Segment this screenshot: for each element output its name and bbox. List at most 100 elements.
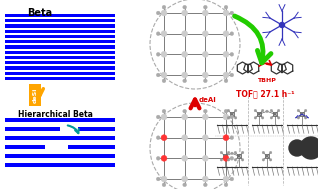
Circle shape <box>227 109 230 112</box>
Circle shape <box>161 10 167 16</box>
Text: deAl: deAl <box>199 97 217 103</box>
Circle shape <box>266 110 268 113</box>
Circle shape <box>234 151 237 154</box>
Bar <box>5 77 115 80</box>
Circle shape <box>262 151 265 154</box>
Circle shape <box>203 135 208 141</box>
Text: deSi: deSi <box>32 87 38 103</box>
Circle shape <box>156 177 160 181</box>
Circle shape <box>230 11 234 15</box>
Circle shape <box>183 79 187 83</box>
Bar <box>5 35 115 38</box>
Circle shape <box>183 5 187 9</box>
Bar <box>5 61 115 64</box>
Circle shape <box>269 159 272 161</box>
Circle shape <box>304 109 307 112</box>
Circle shape <box>223 51 229 57</box>
Circle shape <box>220 159 223 161</box>
Circle shape <box>161 176 167 182</box>
Circle shape <box>270 109 273 112</box>
Circle shape <box>162 183 166 187</box>
Text: Hierarchical Beta: Hierarchical Beta <box>17 110 93 119</box>
Circle shape <box>230 136 234 139</box>
Circle shape <box>203 72 208 78</box>
Circle shape <box>182 176 188 182</box>
Bar <box>5 163 115 167</box>
Text: TBHP: TBHP <box>257 77 275 83</box>
Circle shape <box>182 135 188 141</box>
Circle shape <box>204 109 207 113</box>
Bar <box>5 45 115 49</box>
Circle shape <box>161 72 167 78</box>
Circle shape <box>234 109 237 112</box>
Circle shape <box>227 159 230 161</box>
Circle shape <box>277 109 280 112</box>
Circle shape <box>300 137 318 159</box>
Circle shape <box>280 22 285 28</box>
Circle shape <box>277 117 280 119</box>
Circle shape <box>223 72 229 78</box>
Circle shape <box>156 115 160 119</box>
Bar <box>5 56 115 59</box>
Circle shape <box>156 136 160 139</box>
Circle shape <box>182 51 188 57</box>
Bar <box>230 112 234 116</box>
Text: Beta: Beta <box>27 8 52 18</box>
Circle shape <box>241 151 244 154</box>
Circle shape <box>230 156 234 160</box>
Circle shape <box>230 177 234 181</box>
Circle shape <box>220 151 223 154</box>
Circle shape <box>161 155 167 161</box>
Circle shape <box>162 5 166 9</box>
Circle shape <box>224 183 228 187</box>
Circle shape <box>156 53 160 56</box>
Bar <box>5 154 115 158</box>
Circle shape <box>223 114 229 120</box>
Circle shape <box>204 79 207 83</box>
Circle shape <box>292 145 300 153</box>
Circle shape <box>182 114 188 120</box>
Circle shape <box>203 31 208 36</box>
Bar <box>5 19 115 22</box>
Circle shape <box>227 117 230 119</box>
Circle shape <box>262 159 265 161</box>
Circle shape <box>204 183 207 187</box>
Circle shape <box>234 159 237 161</box>
Circle shape <box>230 115 234 119</box>
Circle shape <box>161 135 167 141</box>
Circle shape <box>161 114 167 120</box>
Circle shape <box>269 151 272 154</box>
FancyArrowPatch shape <box>235 16 271 63</box>
Circle shape <box>254 109 257 112</box>
Bar <box>5 136 115 140</box>
Circle shape <box>203 114 208 120</box>
Circle shape <box>203 176 208 182</box>
Circle shape <box>234 117 237 119</box>
Circle shape <box>231 152 233 155</box>
Circle shape <box>182 31 188 36</box>
Circle shape <box>289 140 305 156</box>
Circle shape <box>230 32 234 36</box>
Circle shape <box>156 156 160 160</box>
Bar <box>223 154 227 158</box>
Circle shape <box>223 135 229 141</box>
Bar <box>5 30 115 33</box>
Circle shape <box>203 155 208 161</box>
Bar <box>237 154 241 158</box>
Circle shape <box>162 109 166 113</box>
Bar <box>5 145 45 149</box>
Bar <box>5 51 115 54</box>
Circle shape <box>254 117 257 119</box>
Circle shape <box>223 10 229 16</box>
Circle shape <box>261 117 264 119</box>
Bar <box>273 112 277 116</box>
Bar <box>5 72 115 75</box>
Circle shape <box>223 176 229 182</box>
Circle shape <box>156 73 160 77</box>
Circle shape <box>230 73 234 77</box>
Circle shape <box>304 117 307 119</box>
Circle shape <box>182 10 188 16</box>
Circle shape <box>203 10 208 16</box>
Circle shape <box>156 11 160 15</box>
Circle shape <box>182 155 188 161</box>
